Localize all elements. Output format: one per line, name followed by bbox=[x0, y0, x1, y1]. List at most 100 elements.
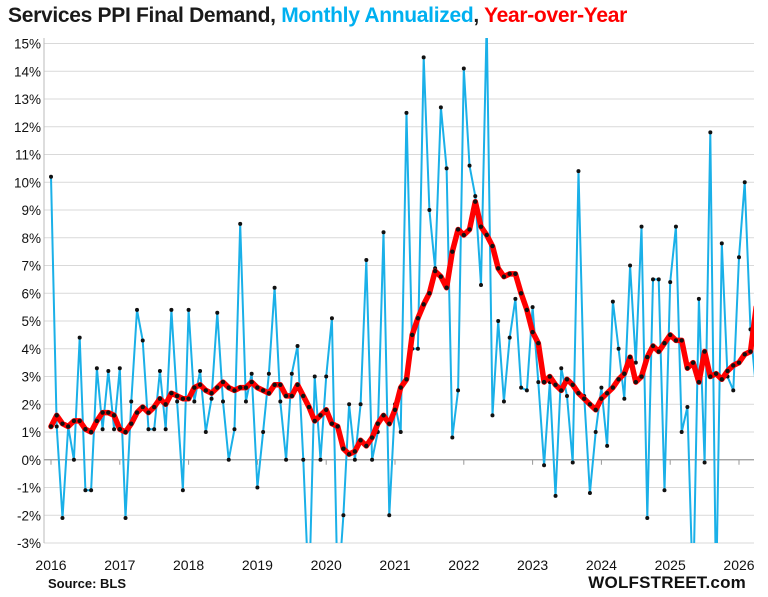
data-point bbox=[656, 349, 661, 354]
data-point bbox=[616, 346, 621, 351]
data-point bbox=[329, 316, 334, 321]
series-layer bbox=[48, 19, 764, 543]
data-point bbox=[54, 424, 59, 429]
data-point bbox=[593, 407, 598, 413]
data-point bbox=[335, 424, 340, 429]
series-1 bbox=[48, 198, 754, 457]
data-point bbox=[760, 39, 764, 43]
data-point bbox=[679, 430, 684, 435]
data-point bbox=[197, 382, 203, 388]
data-point bbox=[272, 285, 277, 290]
data-point bbox=[83, 488, 88, 493]
data-point bbox=[444, 285, 449, 290]
data-point bbox=[209, 390, 214, 396]
data-point bbox=[186, 307, 191, 312]
data-point bbox=[352, 457, 357, 462]
series-monthly-line bbox=[50, 38, 754, 543]
x-axis-ticks: 2016 2017 2018 2019 2020 2021 2022 2023 2024 2025… bbox=[35, 557, 754, 573]
data-point bbox=[129, 399, 134, 404]
data-point bbox=[215, 385, 220, 390]
data-point bbox=[547, 374, 552, 379]
y-tick-label: 11% bbox=[15, 148, 41, 163]
data-point bbox=[312, 418, 317, 424]
data-point bbox=[432, 268, 438, 274]
data-point bbox=[610, 385, 616, 390]
data-point bbox=[438, 105, 443, 110]
data-point bbox=[352, 449, 358, 454]
data-point bbox=[358, 438, 363, 443]
data-point bbox=[117, 366, 122, 371]
data-point bbox=[731, 363, 736, 368]
x-tick-label: 2023 bbox=[517, 557, 548, 573]
data-point bbox=[100, 427, 105, 432]
data-point bbox=[226, 385, 231, 390]
y-tick-label: 9% bbox=[21, 203, 41, 218]
series-yoy-line bbox=[48, 198, 754, 457]
data-point bbox=[639, 224, 644, 229]
data-point bbox=[559, 366, 564, 371]
data-point bbox=[490, 243, 495, 249]
data-point bbox=[427, 291, 432, 296]
data-point bbox=[622, 371, 627, 376]
data-point bbox=[404, 377, 409, 382]
axes bbox=[43, 38, 754, 543]
title-monthly: Monthly Annualized bbox=[281, 4, 474, 27]
data-point bbox=[485, 19, 489, 23]
data-point bbox=[192, 399, 197, 404]
data-point bbox=[651, 277, 655, 282]
data-point bbox=[157, 396, 163, 401]
data-point bbox=[736, 360, 742, 365]
data-point bbox=[186, 396, 191, 401]
data-point bbox=[111, 413, 117, 418]
data-point bbox=[284, 457, 289, 462]
data-point bbox=[536, 341, 541, 346]
data-point bbox=[633, 379, 638, 385]
data-point bbox=[639, 374, 644, 379]
data-point bbox=[369, 435, 375, 440]
data-point bbox=[123, 429, 128, 435]
data-point bbox=[450, 435, 455, 440]
data-point bbox=[129, 421, 134, 426]
data-point bbox=[203, 388, 208, 393]
data-point bbox=[570, 460, 575, 465]
data-point bbox=[507, 271, 512, 277]
data-point bbox=[610, 299, 615, 304]
data-point bbox=[272, 382, 277, 388]
data-point bbox=[312, 374, 317, 379]
data-point bbox=[341, 513, 346, 518]
data-point bbox=[731, 388, 736, 393]
y-tick-label: 3% bbox=[21, 370, 41, 385]
data-point bbox=[690, 360, 696, 365]
data-point bbox=[266, 371, 271, 376]
data-point bbox=[696, 379, 702, 385]
y-tick-label: 7% bbox=[21, 259, 41, 274]
data-point bbox=[381, 413, 386, 418]
x-tick-label: 2020 bbox=[311, 557, 342, 573]
data-point bbox=[507, 335, 512, 340]
data-point bbox=[455, 227, 461, 232]
data-point bbox=[220, 379, 226, 385]
data-point bbox=[243, 385, 249, 390]
y-tick-label: 12% bbox=[14, 120, 41, 135]
data-point bbox=[381, 230, 386, 235]
data-point bbox=[438, 274, 444, 279]
data-point bbox=[719, 241, 724, 246]
data-point bbox=[461, 66, 466, 71]
data-point bbox=[559, 388, 564, 393]
data-point bbox=[140, 338, 145, 343]
data-point bbox=[243, 399, 248, 404]
data-point bbox=[278, 399, 283, 404]
data-point bbox=[106, 368, 111, 373]
data-point bbox=[570, 382, 575, 388]
data-point bbox=[157, 368, 162, 373]
data-point bbox=[398, 385, 403, 390]
data-point bbox=[478, 224, 484, 229]
data-point bbox=[616, 377, 621, 382]
x-tick-label: 2022 bbox=[448, 557, 479, 573]
data-point bbox=[696, 296, 701, 301]
data-point bbox=[89, 488, 94, 493]
data-point bbox=[341, 446, 346, 451]
data-point bbox=[496, 266, 501, 271]
chart-title: Services PPI Final Demand, Monthly Annua… bbox=[8, 4, 627, 28]
